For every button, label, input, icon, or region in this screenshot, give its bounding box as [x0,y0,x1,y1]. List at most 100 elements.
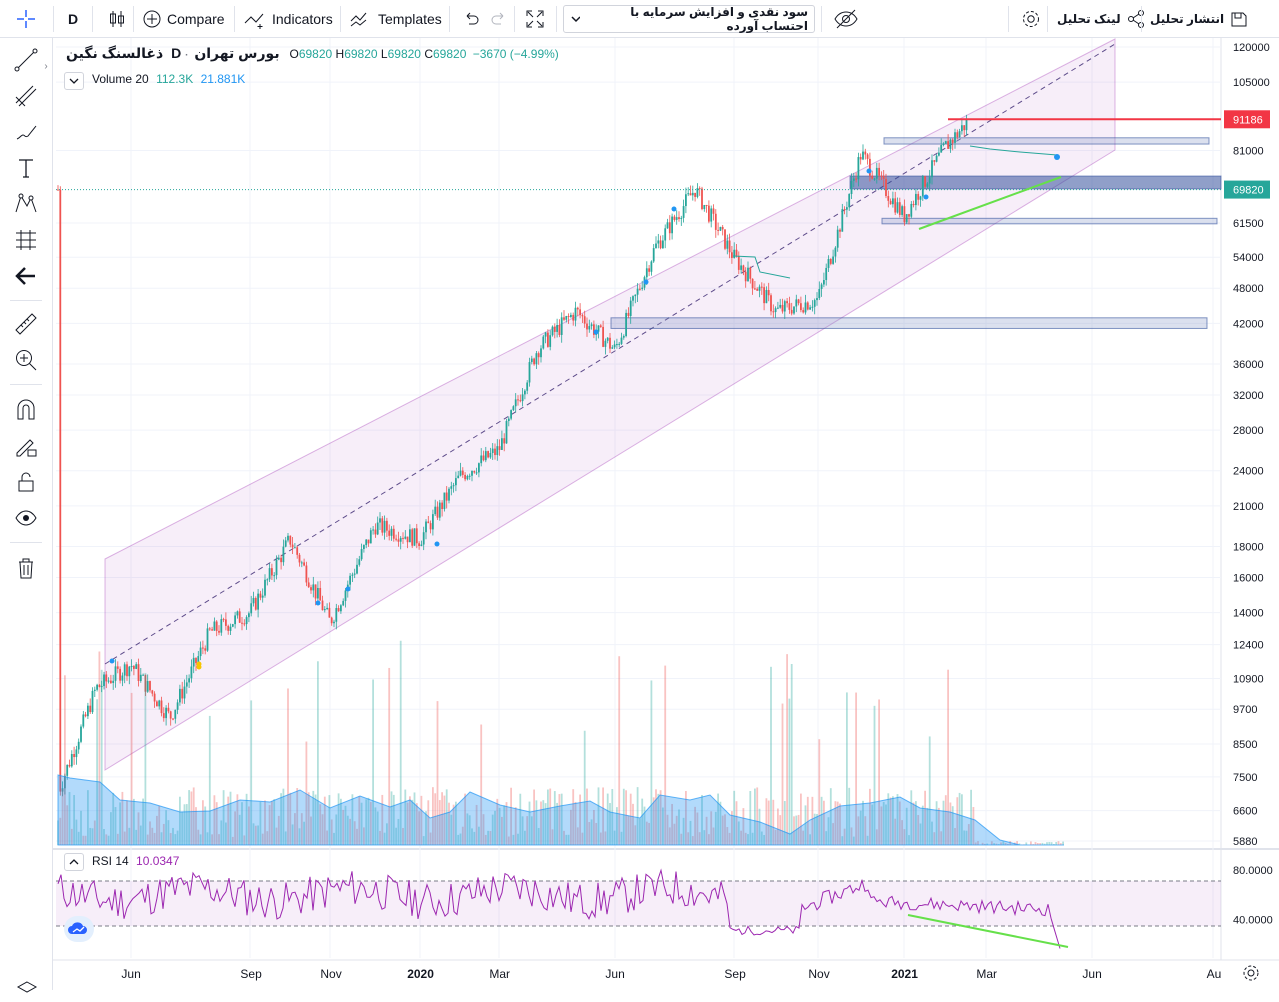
remove-drawings-tool[interactable] [12,554,40,582]
candle-body [763,287,765,303]
support-zone [850,176,1221,189]
candle-body [782,305,784,312]
tool-expand-chevron[interactable]: › [41,52,51,80]
candle-body [490,453,492,457]
link-analysis-button[interactable]: لینک تحلیل [1051,0,1152,38]
templates-button[interactable]: Templates [343,0,448,38]
candle-body [487,451,489,457]
hide-drawings-button[interactable] [827,0,865,38]
volume-bar [381,795,383,845]
candle-body [878,168,880,176]
magnet-tool[interactable] [12,396,40,424]
candle-body [227,626,229,631]
text-tool[interactable] [12,154,40,182]
candle-body [140,675,142,681]
interval-button[interactable]: D [62,0,84,38]
trend-line-tool[interactable] [12,46,40,74]
candle-body [858,157,860,179]
fib-tool[interactable] [12,82,40,110]
event-dot [110,659,115,664]
pattern-icon [13,191,39,217]
fullscreen-button[interactable] [518,0,552,38]
volume-bar [404,790,406,845]
candle-body [595,332,597,335]
volume-bar [99,651,101,845]
candle-body [887,196,889,201]
volume-bar [448,803,450,845]
candle-body [922,176,924,196]
candle-body [115,666,117,680]
volume-bar [306,742,308,845]
volume-bar [593,810,595,845]
crosshair-button[interactable] [0,0,52,38]
candle-body [220,619,222,633]
candle-body [554,327,556,332]
chart-type-button[interactable] [100,0,134,38]
candle-body [779,305,781,308]
ruler-tool[interactable] [12,310,40,338]
volume-bar [335,814,337,845]
price-pane [56,38,1221,848]
prediction-tool[interactable] [12,226,40,254]
volume-bar [605,831,607,845]
candle-body [368,540,370,544]
candle-body [142,675,144,676]
hide-toolbar-button[interactable] [12,262,40,290]
volume-bar [701,795,703,845]
volume-bar [322,814,324,845]
tradingview-logo[interactable] [64,916,94,942]
object-tree-button[interactable] [13,974,41,1002]
volume-bar [356,829,358,845]
candle-body [862,152,864,160]
candle-body [174,710,176,719]
candle-body [460,471,462,476]
volume-bar [602,787,604,845]
candle-body [457,476,459,478]
candle-body [195,658,197,663]
lock-drawings-tool[interactable] [12,468,40,496]
candle-body [890,201,892,204]
zoom-tool[interactable] [12,346,40,374]
candle-body [234,615,236,624]
layout-select[interactable]: سود نقدی و افزایش سرمایه با احتساب آورده [563,5,815,33]
candle-body [674,217,676,220]
volume-bar [220,820,222,845]
rsi-pane [56,850,1221,958]
redo-button[interactable] [483,0,515,38]
pattern-tool[interactable] [12,190,40,218]
candle-body [729,241,731,253]
settings-button[interactable] [1014,0,1048,38]
brush-tool[interactable] [12,118,40,146]
volume-label: Volume 20 [92,72,149,86]
candle-body [662,240,664,248]
volume-bar [1016,841,1018,845]
price-axis-label: 32000 [1233,390,1264,402]
volume-bar [671,804,673,845]
volume-bar [145,673,147,845]
legend-collapse-button[interactable] [64,72,84,90]
volume-bar [471,828,473,845]
indicators-button[interactable]: Indicators [237,0,339,38]
volume-bar [595,823,597,845]
volume-bar [453,805,455,845]
axis-settings-button[interactable] [1240,962,1262,984]
volume-bar [510,788,512,845]
volume-bar [1005,843,1007,845]
rsi-collapse-button[interactable] [64,853,84,871]
stay-in-drawing-tool[interactable] [12,432,40,460]
volume-bar [140,826,142,845]
volume-bar [568,835,570,845]
visibility-tool[interactable] [12,504,40,532]
volume-bar [729,833,731,845]
publish-analysis-button[interactable]: انتشار تحلیل [1144,0,1255,38]
candle-body [851,181,853,194]
volume-bar [492,815,494,845]
volume-bar [798,815,800,845]
volume-bar [899,801,901,845]
candle-body [496,446,498,455]
time-axis-label: Mar [489,967,510,981]
compare-button[interactable]: Compare [136,0,231,38]
volume-bar [85,836,87,845]
candle-body [471,471,473,476]
